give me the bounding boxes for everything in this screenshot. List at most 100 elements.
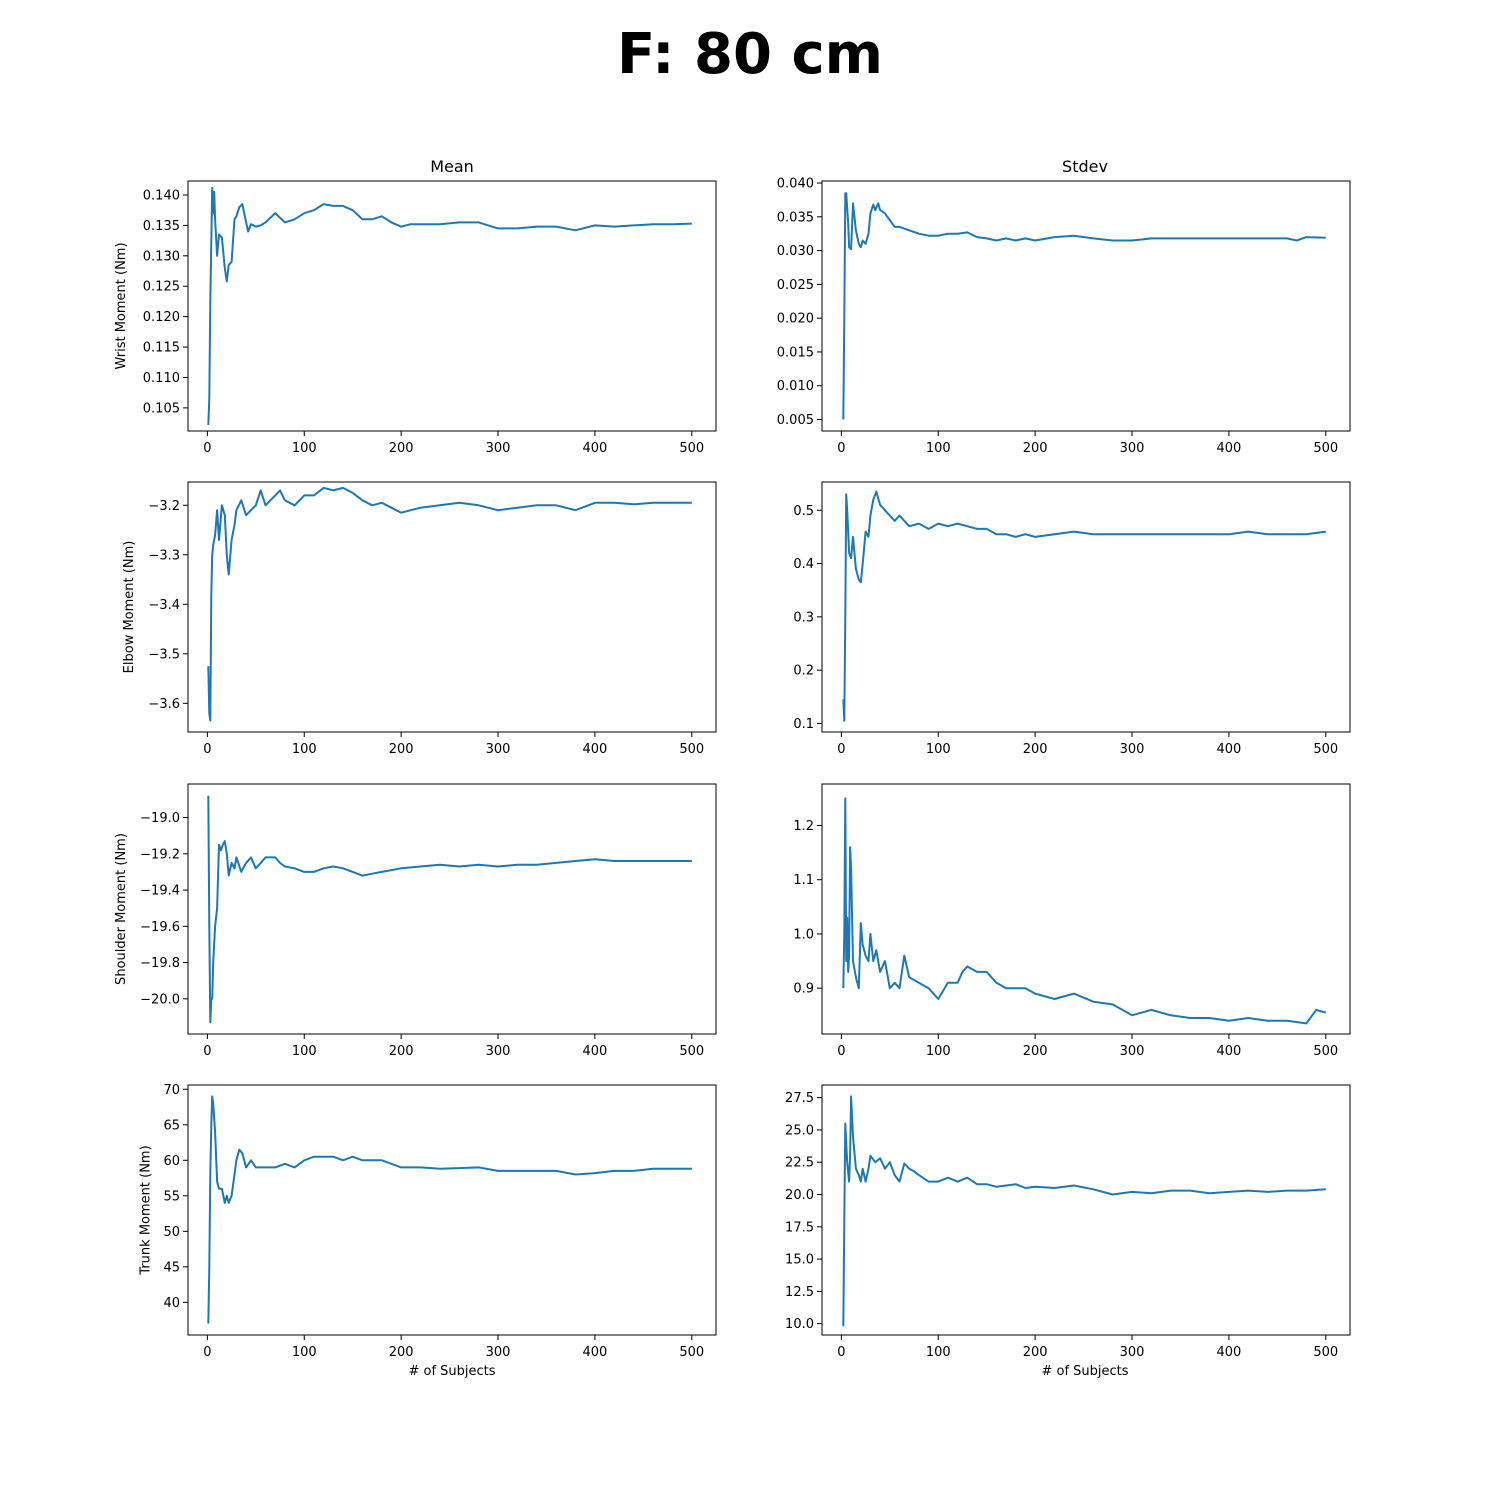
axes-frame [821,783,1351,1035]
y-tick-label: −3.4 [148,598,180,613]
x-tick-label: 300 [1120,742,1145,757]
y-axis-label: Shoulder Moment (Nm) [114,833,129,985]
y-tick-label: 0.9 [793,982,814,997]
subplot-grid: 0 100 200 300 400 5000.1050.1100.1150.1200.12… [114,177,1351,1360]
x-tick-label: 400 [582,441,607,456]
y-tick-label: 0.5 [793,504,814,519]
x-tick-label: 400 [582,1044,607,1059]
column-title-stdev: Stdev [1062,157,1108,176]
subplot-elbow-moment-nm: 0 100 200 300 400 500 −3.6 −3.5 −3.4 −3.3 −3.2 Elbo… [122,481,717,757]
y-tick-label: −3.6 [148,697,180,712]
y-tick-label: 0.040 [777,177,814,192]
figure-title: F: 80 cm [617,22,883,87]
y-tick-label: 0.035 [777,210,814,225]
subplot-stdev-row-2: 0 100 200 300 400 500 0.1 0.2 0.3 0.4 0.5 [793,481,1351,757]
y-tick-label: −3.2 [148,499,180,514]
y-tick-label: 40 [163,1296,180,1311]
x-axis-label-right: # of Subjects [1041,1364,1128,1379]
x-tick-label: 100 [926,742,951,757]
x-tick-label: 0 [837,441,845,456]
y-tick-label: 0.140 [143,188,180,203]
y-tick-label: 0.130 [143,249,180,264]
y-tick-label: 0.115 [143,341,180,356]
x-tick-label: 500 [679,441,704,456]
y-tick-label: 0.2 [793,664,814,679]
y-tick-label: 50 [163,1225,180,1240]
x-tick-label: 300 [1120,1345,1145,1360]
x-tick-label: 100 [292,441,317,456]
x-tick-label: 500 [1313,1044,1338,1059]
x-tick-label: 100 [926,441,951,456]
axes-frame [187,783,717,1035]
x-tick-label: 300 [486,742,511,757]
y-tick-label: 17.5 [785,1220,814,1235]
x-tick-label: 300 [1120,441,1145,456]
x-tick-label: 200 [389,742,414,757]
y-tick-label: 55 [163,1189,180,1204]
x-tick-label: 400 [1216,1044,1241,1059]
x-tick-label: 0 [837,1044,845,1059]
x-tick-label: 200 [389,441,414,456]
y-tick-label: 0.120 [143,310,180,325]
y-tick-label: 12.5 [785,1285,814,1300]
x-tick-label: 100 [292,1345,317,1360]
column-title-mean: Mean [430,157,474,176]
y-tick-label: 0.125 [143,280,180,295]
x-tick-label: 300 [486,1044,511,1059]
y-tick-label: −19.8 [140,956,180,971]
x-tick-label: 0 [203,1345,211,1360]
x-axis-label-left: # of Subjects [408,1364,495,1379]
x-tick-label: 500 [679,742,704,757]
series-line-shoulder-moment-nm [207,795,692,1024]
subplot-stdev-row-3: 0 100 200 300 400 500 0.9 1.0 1.1 1.2 [793,783,1351,1059]
series-line-trunk-moment-nm [207,1095,692,1324]
y-tick-label: 65 [163,1118,180,1133]
subplot-trunk-moment-nm: 0 100 200 300 400 500 40 45 50 55 60 65 70 Trunk Mome… [139,1083,717,1360]
x-tick-label: 200 [1023,742,1048,757]
series-line-stdev-row-3 [842,797,1327,1025]
x-tick-label: 0 [203,1044,211,1059]
axes-frame [187,481,717,733]
subplot-wrist-moment-nm: 0 100 200 300 400 500 0.105 0.110 0.115 0.120 0.12… [114,180,717,456]
axes-frame [187,180,717,432]
series-line-stdev-row-1 [842,192,1326,420]
y-tick-label: −3.5 [148,647,180,662]
x-tick-label: 0 [837,1345,845,1360]
subplot-shoulder-moment-nm: 0 100 200 300 400 500 −20.0 −19.8 −19.6 −19.4 −19.… [114,783,717,1059]
x-tick-label: 200 [1023,1345,1048,1360]
y-tick-label: −19.0 [140,811,180,826]
x-tick-label: 500 [1313,441,1338,456]
x-tick-label: 400 [582,1345,607,1360]
x-tick-label: 0 [837,742,845,757]
x-tick-label: 300 [486,441,511,456]
y-tick-label: 20.0 [785,1188,814,1203]
y-tick-label: 0.005 [777,413,814,428]
y-tick-label: −19.6 [140,920,180,935]
y-tick-label: 0.110 [143,371,180,386]
series-line-elbow-moment-nm [207,486,692,722]
y-tick-label: −20.0 [140,992,180,1007]
x-tick-label: 500 [1313,1345,1338,1360]
y-tick-label: 0.135 [143,219,180,234]
y-tick-label: 0.030 [777,244,814,259]
y-axis-label: Wrist Moment (Nm) [114,242,129,369]
y-tick-label: 0.020 [777,312,814,327]
x-tick-label: 400 [1216,441,1241,456]
series-line-wrist-moment-nm [207,186,692,425]
y-tick-label: 0.4 [793,557,814,572]
series-line-stdev-row-4 [842,1095,1326,1327]
y-tick-label: 70 [163,1083,180,1098]
y-tick-label: 25.0 [785,1123,814,1138]
y-tick-label: 10.0 [785,1317,814,1332]
subplot-stdev-row-1: 0 100 200 300 400 500 0.005 0.010 0.015 0.020 0.02… [777,177,1351,456]
axes-frame [187,1084,717,1336]
y-tick-label: 0.105 [143,401,180,416]
x-tick-label: 400 [1216,1345,1241,1360]
y-tick-label: 27.5 [785,1091,814,1106]
x-tick-label: 100 [292,742,317,757]
y-tick-label: 0.3 [793,610,814,625]
y-tick-label: 15.0 [785,1253,814,1268]
y-tick-label: 1.0 [793,927,814,942]
y-tick-label: 1.2 [793,819,814,834]
y-tick-label: 0.010 [777,379,814,394]
